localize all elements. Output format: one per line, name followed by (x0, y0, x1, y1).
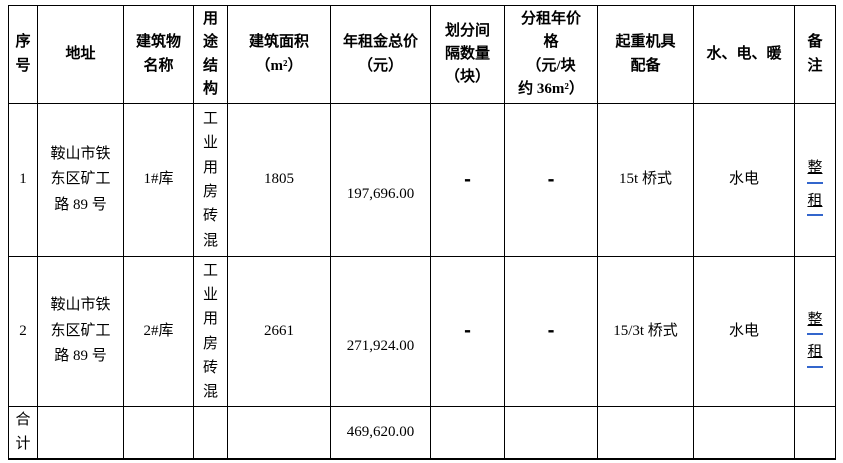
cell-partition-count: - (430, 103, 505, 257)
cell-building-name: 2#库 (123, 256, 194, 407)
table-row: 1 鞍山市铁 东区矿工 路 89 号 1#库 工 业 用 房 砖 混 1805 … (8, 103, 836, 257)
header-sublet-price: 分租年价 格 （元/块 约 36m²） (504, 5, 598, 104)
cell-empty (693, 406, 795, 459)
cell-total-annual-rent: 469,620.00 (330, 406, 431, 459)
cell-address: 鞍山市铁 东区矿工 路 89 号 (37, 103, 124, 257)
cell-sublet-price: - (504, 256, 598, 407)
dash-placeholder: - (463, 169, 472, 190)
header-serial-number: 序 号 (8, 5, 38, 104)
remark-link[interactable]: 整租 (807, 155, 823, 221)
rental-table: 序 号 地址 建筑物 名称 用 途 结 构 建筑面积 （m²） 年租金总价 （元… (8, 5, 836, 460)
header-remark: 备 注 (794, 5, 836, 104)
cell-annual-rent: 271,924.00 (330, 256, 431, 407)
cell-empty (597, 406, 694, 459)
cell-remark: 整租 (794, 256, 836, 407)
cell-utilities: 水电 (693, 103, 795, 257)
cell-crane-equipment: 15/3t 桥式 (597, 256, 694, 407)
header-building-name: 建筑物 名称 (123, 5, 194, 104)
table-row: 2 鞍山市铁 东区矿工 路 89 号 2#库 工 业 用 房 砖 混 2661 … (8, 256, 836, 407)
dash-placeholder: - (547, 321, 555, 342)
cell-empty (504, 406, 598, 459)
header-utilities: 水、电、暖 (693, 5, 795, 104)
cell-serial: 2 (8, 256, 38, 407)
cell-usage-structure: 工 业 用 房 砖 混 (193, 256, 228, 407)
cell-address: 鞍山市铁 东区矿工 路 89 号 (37, 256, 124, 407)
header-annual-rent: 年租金总价 （元） (330, 5, 431, 104)
cell-empty (430, 406, 505, 459)
cell-total-label: 合 计 (8, 406, 38, 459)
cell-partition-count: - (430, 256, 505, 407)
cell-building-area: 1805 (227, 103, 331, 257)
cell-sublet-price: - (504, 103, 598, 257)
cell-remark: 整租 (794, 103, 836, 257)
dash-placeholder: - (463, 321, 472, 342)
remark-char: 整 (807, 308, 823, 335)
cell-crane-equipment: 15t 桥式 (597, 103, 694, 257)
remark-char: 租 (807, 189, 823, 216)
dash-placeholder: - (547, 169, 555, 190)
cell-building-area: 2661 (227, 256, 331, 407)
header-address: 地址 (37, 5, 124, 104)
cell-empty (193, 406, 228, 459)
cell-building-name: 1#库 (123, 103, 194, 257)
remark-link[interactable]: 整租 (807, 307, 823, 373)
header-row: 序 号 地址 建筑物 名称 用 途 结 构 建筑面积 （m²） 年租金总价 （元… (8, 5, 836, 104)
cell-empty (123, 406, 194, 459)
cell-serial: 1 (8, 103, 38, 257)
cell-empty (227, 406, 331, 459)
header-partition-count: 划分间 隔数量 （块） (430, 5, 505, 104)
header-building-area: 建筑面积 （m²） (227, 5, 331, 104)
cell-empty (794, 406, 836, 459)
total-row: 合 计 469,620.00 (8, 406, 836, 459)
cell-utilities: 水电 (693, 256, 795, 407)
header-usage-structure: 用 途 结 构 (193, 5, 228, 104)
header-crane-equipment: 起重机具 配备 (597, 5, 694, 104)
cell-usage-structure: 工 业 用 房 砖 混 (193, 103, 228, 257)
remark-char: 租 (807, 340, 823, 368)
remark-char: 整 (807, 156, 823, 184)
cell-empty (37, 406, 124, 459)
cell-annual-rent: 197,696.00 (330, 103, 431, 257)
